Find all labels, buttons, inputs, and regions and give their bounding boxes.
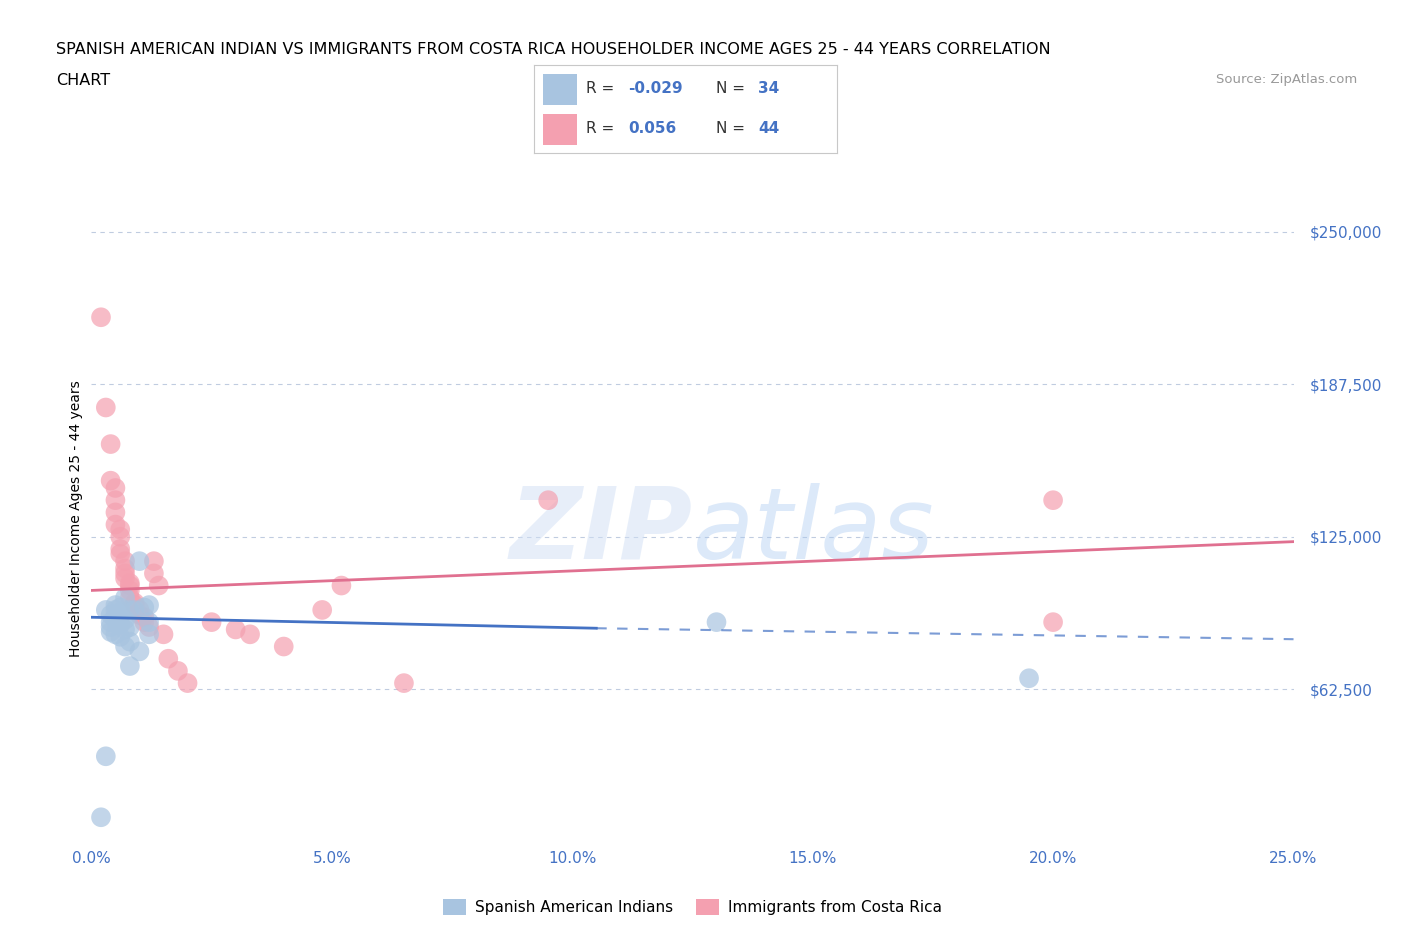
- Point: [110, 618, 132, 632]
- Point: [90, 810, 112, 825]
- Point: [118, 658, 141, 673]
- Text: N =: N =: [716, 81, 749, 96]
- Point: [114, 591, 136, 605]
- Point: [90, 310, 112, 325]
- Text: N =: N =: [716, 121, 749, 136]
- Point: [176, 676, 198, 691]
- Point: [110, 529, 132, 544]
- Point: [118, 603, 141, 618]
- Point: [114, 571, 136, 586]
- Point: [118, 634, 141, 649]
- Text: 0.056: 0.056: [628, 121, 676, 136]
- Point: [104, 603, 127, 618]
- Point: [100, 615, 122, 630]
- Point: [201, 615, 224, 630]
- Point: [104, 612, 127, 627]
- Point: [114, 561, 136, 576]
- Point: [104, 627, 127, 642]
- Point: [110, 607, 132, 622]
- Point: [118, 583, 141, 598]
- Point: [152, 627, 174, 642]
- Point: [330, 578, 353, 593]
- Point: [537, 493, 560, 508]
- Point: [114, 553, 136, 568]
- Point: [110, 541, 132, 556]
- Point: [124, 603, 146, 618]
- Text: 34: 34: [758, 81, 779, 96]
- Point: [104, 481, 127, 496]
- Point: [104, 517, 127, 532]
- Point: [134, 610, 156, 625]
- FancyBboxPatch shape: [543, 113, 576, 145]
- Point: [706, 615, 728, 630]
- Text: atlas: atlas: [692, 483, 934, 580]
- Point: [138, 615, 160, 630]
- Y-axis label: Householder Income Ages 25 - 44 years: Householder Income Ages 25 - 44 years: [69, 380, 83, 657]
- Point: [94, 749, 117, 764]
- Point: [118, 591, 141, 605]
- Point: [94, 603, 117, 618]
- Point: [1042, 615, 1064, 630]
- Point: [225, 622, 247, 637]
- Point: [114, 612, 136, 627]
- Point: [110, 522, 132, 537]
- Point: [118, 619, 141, 634]
- Point: [138, 627, 160, 642]
- Point: [311, 603, 333, 618]
- Point: [114, 622, 136, 637]
- Text: CHART: CHART: [56, 73, 110, 87]
- Text: ZIP: ZIP: [509, 483, 692, 580]
- Point: [138, 598, 160, 613]
- Point: [1018, 671, 1040, 685]
- FancyBboxPatch shape: [543, 74, 576, 105]
- Point: [100, 473, 122, 488]
- Text: R =: R =: [586, 81, 619, 96]
- Point: [94, 400, 117, 415]
- Point: [118, 576, 141, 591]
- Point: [1042, 493, 1064, 508]
- Point: [104, 598, 127, 613]
- Point: [100, 624, 122, 639]
- Point: [134, 615, 156, 630]
- Point: [128, 644, 150, 658]
- Text: Source: ZipAtlas.com: Source: ZipAtlas.com: [1216, 73, 1357, 86]
- Point: [134, 600, 156, 615]
- Point: [124, 598, 146, 613]
- Point: [273, 639, 295, 654]
- Point: [239, 627, 262, 642]
- Point: [114, 639, 136, 654]
- Point: [124, 595, 146, 610]
- Text: 44: 44: [758, 121, 779, 136]
- Point: [138, 619, 160, 634]
- Text: -0.029: -0.029: [628, 81, 683, 96]
- Point: [128, 603, 150, 618]
- Point: [100, 619, 122, 634]
- Point: [104, 610, 127, 625]
- Point: [114, 566, 136, 581]
- Point: [110, 600, 132, 615]
- Point: [110, 630, 132, 644]
- Point: [128, 607, 150, 622]
- Point: [100, 607, 122, 622]
- Point: [167, 663, 190, 678]
- Point: [392, 676, 415, 691]
- Legend: Spanish American Indians, Immigrants from Costa Rica: Spanish American Indians, Immigrants fro…: [437, 893, 948, 922]
- Point: [118, 578, 141, 593]
- Point: [104, 505, 127, 520]
- Text: SPANISH AMERICAN INDIAN VS IMMIGRANTS FROM COSTA RICA HOUSEHOLDER INCOME AGES 25: SPANISH AMERICAN INDIAN VS IMMIGRANTS FR…: [56, 42, 1050, 57]
- Text: R =: R =: [586, 121, 624, 136]
- Point: [142, 566, 165, 581]
- Point: [157, 651, 180, 666]
- Point: [104, 493, 127, 508]
- Point: [110, 547, 132, 562]
- Point: [110, 604, 132, 619]
- Point: [100, 437, 122, 452]
- Point: [128, 553, 150, 568]
- Point: [142, 553, 165, 568]
- Point: [148, 578, 170, 593]
